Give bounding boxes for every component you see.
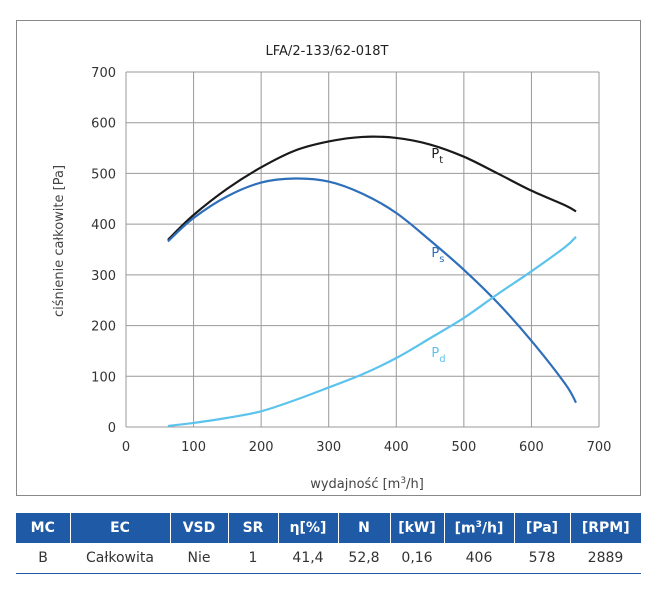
- y-tick-label: 300: [91, 269, 116, 284]
- y-tick-label: 600: [91, 117, 116, 132]
- x-tick-label: 100: [181, 440, 206, 455]
- series-lines: [167, 135, 577, 428]
- table-header-cell: EC: [70, 513, 171, 543]
- y-tick-label: 400: [91, 218, 116, 233]
- table-header-cell: VSD: [170, 513, 229, 543]
- y-tick-label: 100: [91, 370, 116, 385]
- chart-svg: LFA/2-133/62-018T 0 100 200 300 400 500 600 700…: [52, 44, 611, 492]
- x-tick-label: 300: [316, 440, 341, 455]
- y-tick-label: 0: [108, 421, 116, 436]
- series-labels: Pt Ps Pd: [431, 147, 445, 365]
- table-cell: Nie: [170, 543, 228, 574]
- table-cell: 52,8: [338, 543, 390, 574]
- series-line-pd: [167, 236, 577, 428]
- y-tick-label: 700: [91, 66, 116, 81]
- table-cell: 578: [514, 543, 570, 574]
- table-header-cell: η[%]: [278, 513, 339, 543]
- table-cell: 2889: [570, 543, 641, 574]
- table-cell: 0,16: [390, 543, 444, 574]
- spec-table: MC EC VSD SR η[%] N [kW] [m3/h] [Pa] [RPM] B Całko…: [16, 513, 641, 574]
- grid: [125, 71, 600, 428]
- x-tick-label: 700: [587, 440, 612, 455]
- y-tick-label: 500: [91, 167, 116, 182]
- x-axis-label: wydajność [m3/h]: [310, 476, 424, 492]
- table-header-cell: [kW]: [390, 513, 445, 543]
- table-row: B Całkowita Nie 1 41,4 52,8 0,16 406 578 2889: [16, 543, 641, 574]
- x-tick-label: 0: [122, 440, 130, 455]
- table-header-cell: [RPM]: [570, 513, 641, 543]
- table-header-cell: MC: [16, 513, 71, 543]
- table-cell: 406: [444, 543, 514, 574]
- chart-title: LFA/2-133/62-018T: [266, 44, 389, 59]
- series-label-pt: Pt: [431, 147, 443, 166]
- series-line-ps: [167, 177, 577, 404]
- x-tick-label: 500: [451, 440, 476, 455]
- table-header-cell: [m3/h]: [444, 513, 515, 543]
- series-label-pd: Pd: [431, 346, 445, 365]
- series-line-pt: [167, 135, 577, 241]
- x-tick-label: 200: [249, 440, 274, 455]
- table-header-cell: [Pa]: [514, 513, 571, 543]
- x-tick-label: 600: [519, 440, 544, 455]
- table-cell: Całkowita: [70, 543, 170, 574]
- x-tick-label: 400: [384, 440, 409, 455]
- y-tick-label: 200: [91, 320, 116, 335]
- table-header-row: MC EC VSD SR η[%] N [kW] [m3/h] [Pa] [RPM]: [16, 513, 641, 543]
- table-cell: 41,4: [278, 543, 338, 574]
- table-header-cell: N: [338, 513, 391, 543]
- table-header-cell: SR: [228, 513, 279, 543]
- tick-labels: 0 100 200 300 400 500 600 700 0 100 200 300 400 500 60…: [91, 66, 611, 455]
- y-axis-label: ciśnienie całkowite [Pa]: [52, 165, 67, 317]
- chart-frame: LFA/2-133/62-018T 0 100 200 300 400 500 600 700…: [16, 20, 641, 496]
- table-cell: 1: [228, 543, 278, 574]
- series-label-ps: Ps: [431, 246, 444, 265]
- table-cell: B: [16, 543, 70, 574]
